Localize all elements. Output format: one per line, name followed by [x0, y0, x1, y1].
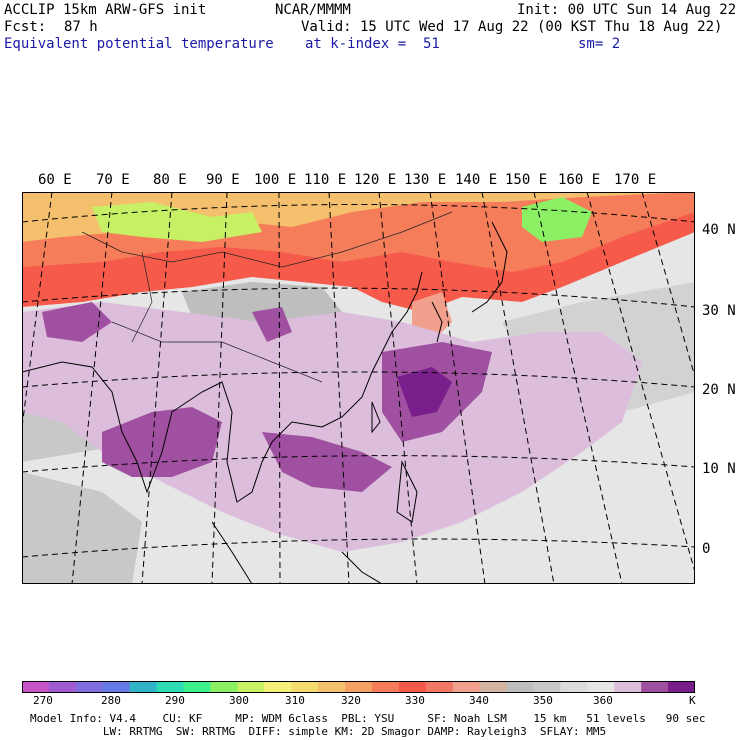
colorbar-segment — [318, 681, 346, 693]
colorbar-segment — [75, 681, 104, 693]
purple-india-patch — [42, 302, 112, 342]
yellow-band — [22, 192, 695, 242]
purple-tibet-patch — [252, 307, 292, 342]
lat-label-0: 0 — [702, 541, 711, 557]
level-index: at k-index = 51 — [305, 36, 440, 52]
colorbar-segment — [425, 681, 454, 693]
lat-label-30n: 30 N — [702, 303, 736, 319]
lon-label-80e: 80 E — [153, 172, 187, 188]
colorbar-tick-350: 350 — [533, 694, 553, 707]
colorbar-tick-290: 290 — [165, 694, 185, 707]
forecast-label: Fcst: — [4, 19, 47, 35]
colorbar-segment — [452, 681, 481, 693]
lon-label-150e: 150 E — [505, 172, 548, 188]
colorbar-frame — [22, 681, 695, 693]
lat-label-10n: 10 N — [702, 461, 736, 477]
colorbar-tick-320: 320 — [341, 694, 361, 707]
lon-label-160e: 160 E — [558, 172, 601, 188]
colorbar-tick-280: 280 — [101, 694, 121, 707]
colorbar-segment — [614, 681, 642, 693]
colorbar-segment — [183, 681, 211, 693]
lat-lon-grid — [22, 192, 695, 584]
init-time: Init: 00 UTC Sun 14 Aug 22 — [517, 2, 737, 18]
colorbar-segment — [398, 681, 427, 693]
lat-label-20n: 20 N — [702, 382, 736, 398]
colorbar-segment — [22, 681, 50, 693]
grey-band-southwest — [22, 472, 142, 584]
forecast-hours: 87 h — [64, 19, 98, 35]
field-name: Equivalent potential temperature — [4, 36, 274, 52]
purple-core-east — [397, 367, 452, 417]
lat-label-40n: 40 N — [702, 222, 736, 238]
lon-label-100e: 100 E — [254, 172, 297, 188]
valid-time: Valid: 15 UTC Wed 17 Aug 22 (00 KST Thu … — [301, 19, 723, 35]
colorbar-segment — [210, 681, 238, 693]
green-patch-east — [522, 197, 592, 242]
colorbar-segment — [479, 681, 508, 693]
colorbar-tick-310: 310 — [285, 694, 305, 707]
political-borders — [81, 211, 453, 383]
colorbar — [22, 681, 695, 693]
smoothing-value: sm= 2 — [578, 36, 621, 52]
model-info-line2: LW: RRTMG SW: RRTMG DIFF: simple KM: 2D … — [30, 725, 607, 738]
model-info-line1: Model Info: V4.4 CU: KF MP: WDM 6class P… — [30, 712, 706, 725]
purple-bay-of-bengal — [102, 407, 222, 477]
colorbar-segment — [587, 681, 615, 693]
lon-label-130e: 130 E — [404, 172, 447, 188]
colorbar-tick-360: 360 — [593, 694, 613, 707]
colorbar-segment — [156, 681, 185, 693]
colorbar-segment — [48, 681, 77, 693]
coastlines — [22, 221, 508, 584]
lon-label-60e: 60 E — [38, 172, 72, 188]
lon-label-110e: 110 E — [304, 172, 347, 188]
colorbar-segment — [668, 681, 695, 693]
colorbar-segment — [371, 681, 400, 693]
lon-label-140e: 140 E — [455, 172, 498, 188]
colorbar-tick-340: 340 — [469, 694, 489, 707]
theta-e-map — [22, 192, 695, 584]
colorbar-segment — [345, 681, 373, 693]
colorbar-segment — [237, 681, 265, 693]
lon-label-70e: 70 E — [96, 172, 130, 188]
colorbar-segment — [102, 681, 131, 693]
colorbar-segment — [560, 681, 588, 693]
colorbar-tick-270: 270 — [33, 694, 53, 707]
colorbar-segment — [264, 681, 292, 693]
lon-label-90e: 90 E — [206, 172, 240, 188]
purple-south-china-sea — [262, 432, 392, 492]
colorbar-segment — [129, 681, 158, 693]
organization-label: NCAR/MMMM — [275, 2, 351, 18]
colorbar-tick-330: 330 — [405, 694, 425, 707]
lon-label-120e: 120 E — [354, 172, 397, 188]
colorbar-segment — [641, 681, 669, 693]
map-frame — [22, 192, 695, 584]
model-title: ACCLIP 15km ARW-GFS init — [4, 2, 207, 18]
colorbar-tick-300: 300 — [229, 694, 249, 707]
lon-label-170e: 170 E — [614, 172, 657, 188]
colorbar-segment — [533, 681, 561, 693]
colorbar-segment — [506, 681, 534, 693]
colorbar-unit: K — [689, 694, 696, 707]
colorbar-segment — [291, 681, 319, 693]
